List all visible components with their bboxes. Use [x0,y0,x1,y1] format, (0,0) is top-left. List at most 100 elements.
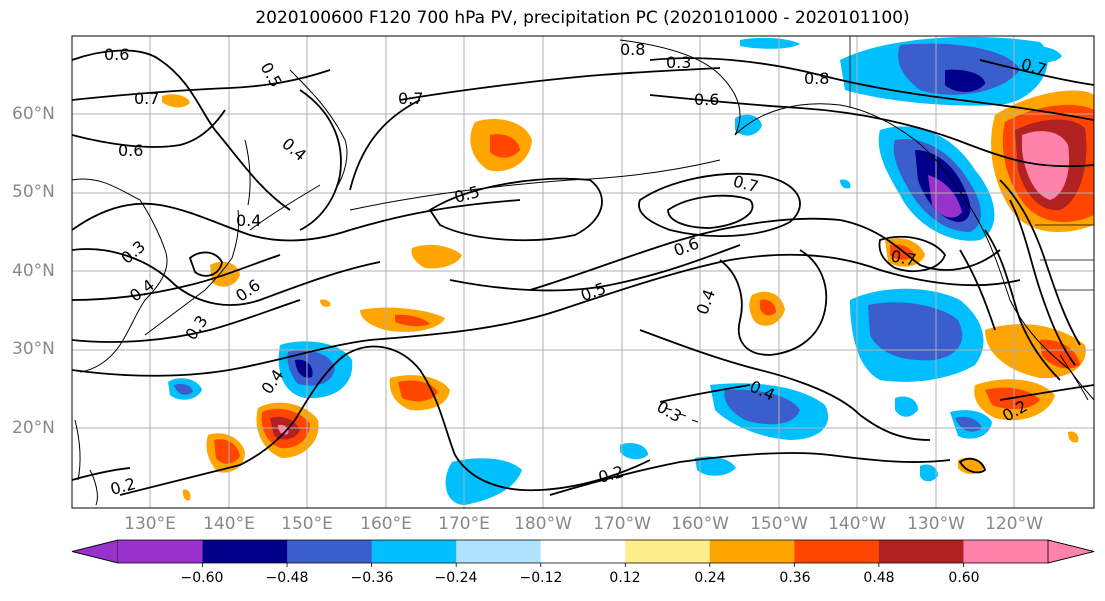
contour-label: 0.7 [398,89,423,108]
precip-neg-region [945,69,985,92]
aleutian-chain [349,159,721,211]
colorbar-tick-label: −0.24 [434,570,478,586]
kurils-coast [249,184,321,231]
colorbar-bin [287,540,373,563]
pv-contour [299,89,342,231]
pv-contour [72,299,301,343]
pv-contour [639,329,931,441]
precip-pos-region [320,299,331,307]
contour-label: 0.4 [126,275,158,305]
precip-pos-region [490,134,520,158]
contour-label: 0.3 [666,53,691,72]
precip-pos-region [182,489,191,501]
pv-contour [449,244,741,292]
pv-contour [72,49,291,211]
lon-label-160w: 160°W [671,514,729,534]
precip-neg-region [895,396,918,417]
contour-label: 0.8 [620,40,645,59]
precip-neg-region [695,456,736,476]
graticule [72,36,1094,508]
lon-label-160e: 160°E [360,514,412,534]
lat-label-40n: 40°N [12,261,55,281]
philippines-coast [74,419,98,506]
colorbar-bin [709,540,795,563]
precip-pos-region [1040,339,1080,369]
precip-neg-region [920,464,938,482]
colorbar-outline [71,539,1095,564]
pv-contour [72,109,226,148]
pv-contour [638,172,801,238]
colorbar-tick-label: 0.12 [609,570,641,586]
lon-label-170w: 170°W [593,514,651,534]
precip-pos-region [411,244,462,269]
contour-labels: 0.6 0.5 0.7 0.4 0.6 0.7 0.8 0.6 0.7 0.5 … [104,40,1049,499]
precip-pos-region [395,314,430,327]
map-title: 2020100600 F120 700 hPa PV, precipitatio… [255,8,910,28]
lon-label-150w: 150°W [750,514,808,534]
contour-label: 0.6 [118,141,143,160]
lon-label-180w: 180°W [514,514,572,534]
contour-label: 0.2 [108,474,138,499]
precip-neg-region [898,43,1020,95]
pv-contour [529,217,1001,291]
pv-contour [72,248,381,306]
lon-label-170e: 170°E [438,514,490,534]
colorbar [71,539,1095,567]
lon-label-140e: 140°E [203,514,255,534]
precip-neg-region [1020,46,1062,63]
colorbar-bin [878,540,964,563]
contour-label: 0.6 [694,90,719,109]
lon-label-130w: 130°W [907,514,965,534]
pv-contour [119,345,651,496]
kamchatka-coast [289,69,348,191]
pv-contour [979,59,1094,86]
precip-pos-region [958,457,984,474]
pv-contour [72,69,331,101]
colorbar-tick-label: −0.48 [265,570,309,586]
pv-contour [649,57,1094,121]
colorbar-extend-max [1047,539,1095,564]
lon-label-130e: 130°E [124,514,176,534]
contour-label: 0.7 [134,89,159,108]
pv-contour [878,236,946,272]
borders [849,36,1094,291]
colorbar-bin [456,540,542,563]
na-west-coast [914,139,1094,401]
precip-neg-region [174,383,193,395]
pv-contour [959,249,996,331]
colorbar-bin [794,540,880,563]
precip-neg-region [740,37,800,49]
contour-label: 0.8 [804,69,829,88]
contour-label: 0.3 [181,312,211,344]
contour-label: 0.6 [671,234,701,261]
precip-pos-region [1068,431,1079,443]
colorbar-bin [625,540,711,563]
lon-label-140w: 140°W [828,514,886,534]
colorbar-tick-label: 0.24 [694,570,726,586]
pv-contour [399,67,721,101]
precip-pos-region [214,439,240,464]
colorbar-tick-label: −0.12 [519,570,563,586]
plot-frame [71,35,1095,509]
pv-contour [549,452,951,496]
pv-contour [1009,199,1076,366]
colorbar-bin [540,540,626,563]
pv-contour [72,467,131,481]
colorbar-extend-min [71,539,119,564]
precip-pos-region [398,380,438,402]
coastlines [72,39,1094,506]
colorbar-tick-label: −0.36 [350,570,394,586]
asia-coast [72,178,168,373]
lat-label-60n: 60°N [12,104,55,124]
pv-contour [659,384,751,403]
lat-label-50n: 50°N [12,182,55,202]
pv-contour [719,249,828,356]
lat-label-30n: 30°N [12,339,55,359]
precip-pos-region [162,94,190,108]
contour-label: 0.7 [889,247,917,270]
colorbar-bin [202,540,288,563]
contour-label: 0.4 [693,287,720,317]
colorbar-tick-label: −0.60 [180,570,224,586]
precip-neg-region [295,359,313,378]
